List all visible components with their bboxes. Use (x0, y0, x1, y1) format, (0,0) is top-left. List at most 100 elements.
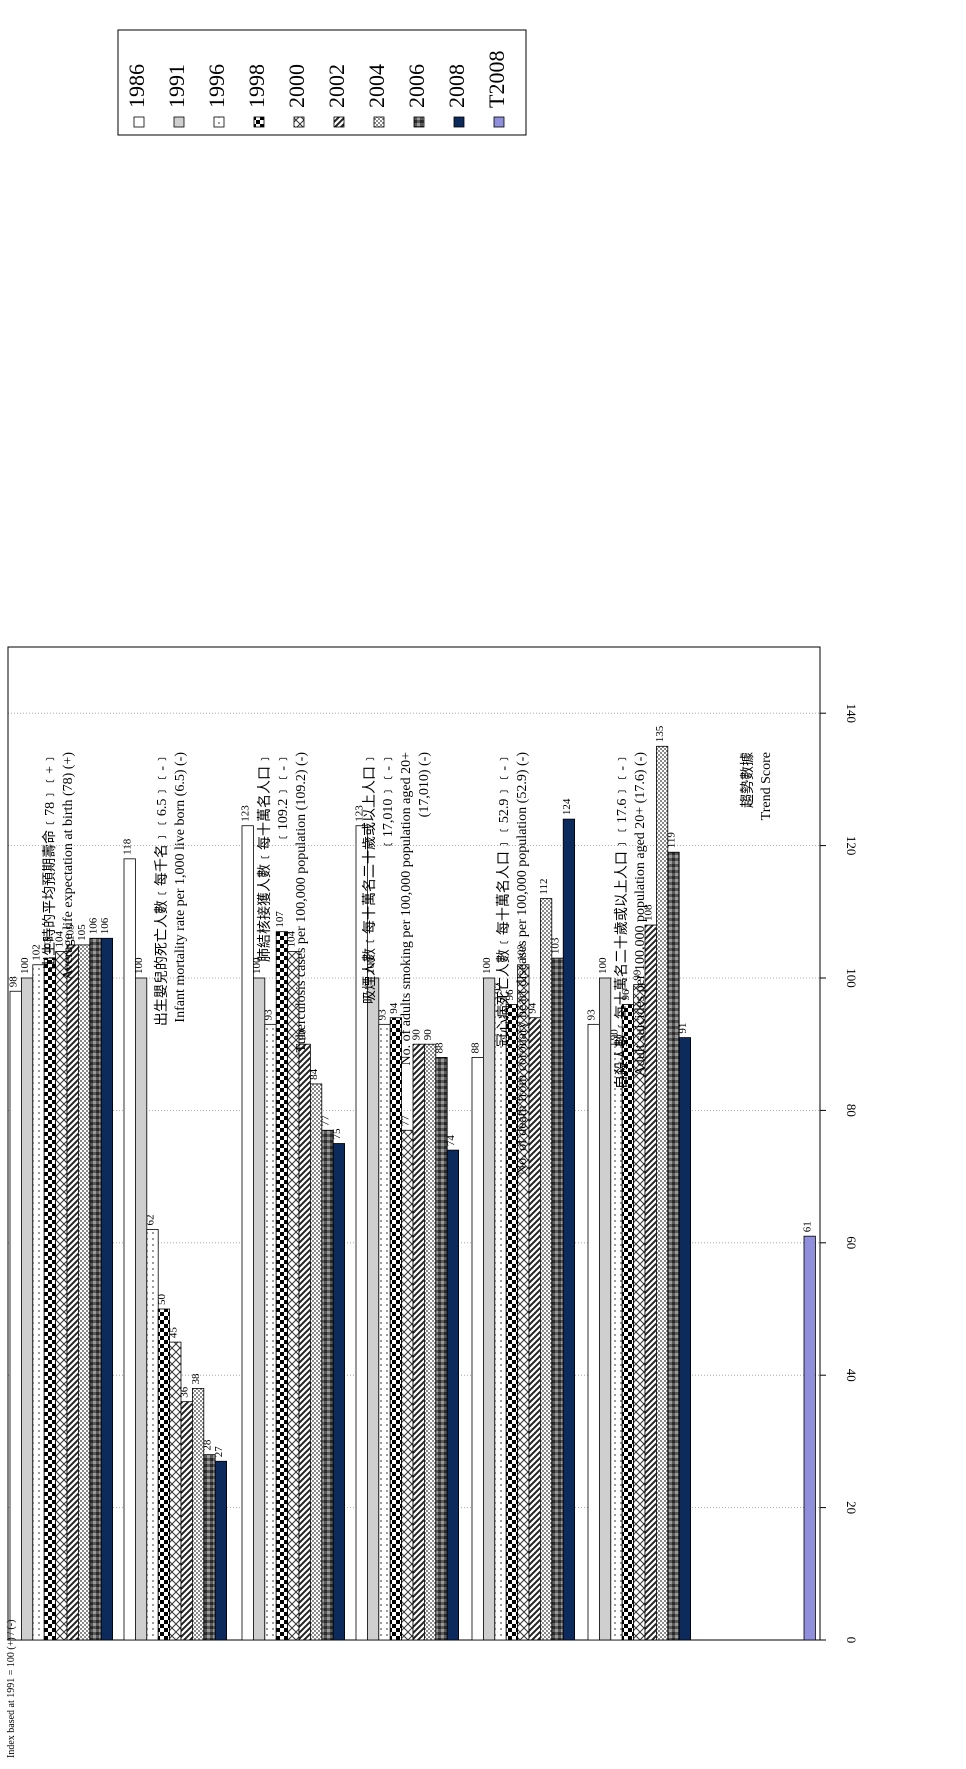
tick-label: 140 (844, 703, 859, 723)
bar (332, 1143, 346, 1641)
legend-swatch (133, 116, 145, 128)
bar (146, 1229, 159, 1641)
legend: 1986 1991 1996 1998 2000 2002 2004 2006 2008 T200… (117, 29, 527, 136)
bar (43, 957, 57, 1641)
data-label: 100 (251, 957, 263, 974)
data-label: 103 (550, 937, 562, 954)
legend-swatch (453, 116, 465, 128)
category-label: 趨勢數據 (740, 752, 756, 808)
data-label: 90 (422, 1029, 434, 1041)
legend-label: 1998 (244, 64, 269, 108)
bar (423, 1043, 437, 1641)
bar (180, 1401, 193, 1641)
bar (66, 944, 79, 1641)
bar (482, 977, 496, 1641)
bar (275, 931, 289, 1641)
data-label: 97 (493, 982, 505, 994)
data-label: 50 (156, 1294, 168, 1306)
bar (298, 1043, 311, 1641)
tick-label: 100 (844, 968, 859, 988)
tick-label: 0 (844, 1637, 859, 1644)
data-label: 135 (654, 725, 666, 742)
bar (123, 858, 136, 1641)
legend-label: 2004 (364, 64, 389, 108)
data-label: 100 (19, 957, 31, 974)
data-label: 100 (597, 957, 609, 974)
data-label: 28 (202, 1439, 214, 1451)
data-label: 104 (285, 931, 297, 948)
bar (378, 1023, 391, 1641)
data-label: 123 (240, 805, 252, 822)
tick-label: 20 (844, 1501, 859, 1514)
category-label: Trend Score (759, 752, 774, 820)
bar (203, 1454, 216, 1641)
bar (100, 937, 113, 1641)
data-label: 93 (263, 1009, 275, 1021)
data-label: 124 (561, 798, 573, 815)
category-labels: 出生時的平均預期壽命﹝78﹞﹝+﹞ Average life expectatio… (41, 752, 774, 1175)
bar (678, 1037, 692, 1641)
bar (214, 1460, 227, 1641)
data-label: 105 (76, 924, 88, 941)
category-label: ﹝17,010﹞﹝-﹞ (381, 752, 396, 851)
bar (412, 1043, 425, 1641)
data-label: 100 (133, 957, 145, 974)
data-label: 119 (666, 832, 678, 849)
category-label: 冠心病死亡人數﹝每十萬名人口﹞﹝52.9﹞﹝-﹞ (496, 752, 512, 1047)
data-label: 102 (515, 944, 527, 961)
bar (587, 1023, 600, 1641)
legend-swatch (253, 116, 265, 128)
bar (55, 951, 68, 1641)
data-label: 106 (88, 917, 100, 934)
data-label: 102 (31, 944, 43, 961)
data-label: 104 (53, 931, 65, 948)
data-label: 108 (643, 904, 655, 921)
category-label: 吸煙人數﹝每十萬名二十歲或以上人口﹞ (362, 752, 378, 1004)
data-label: 62 (145, 1215, 157, 1226)
bar (471, 1057, 484, 1641)
data-label: 38 (190, 1373, 202, 1385)
legend-label: 2002 (324, 64, 349, 108)
category-label: 出生嬰兒的死亡人數﹝每千名﹞﹝6.5﹞﹝-﹞ (154, 752, 170, 1026)
category-label: 出生時的平均預期壽命﹝78﹞﹝+﹞ (41, 752, 58, 970)
data-label: 123 (354, 805, 366, 822)
category-label: No. of death from coronary heart disease… (515, 752, 530, 1175)
bar (191, 1388, 205, 1641)
bar (157, 1308, 170, 1641)
tick-label: 80 (844, 1104, 859, 1117)
data-label: 75 (331, 1128, 343, 1140)
legend-label: 1986 (124, 64, 149, 108)
data-label: 45 (167, 1327, 179, 1339)
data-label: 27 (213, 1446, 225, 1458)
bar (134, 977, 148, 1641)
bar (494, 997, 507, 1641)
bar (389, 1017, 403, 1641)
data-label: 112 (538, 878, 550, 894)
bar (446, 1149, 460, 1641)
category-label: Tuberculosis cases per 100,000 populatio… (294, 752, 309, 1053)
data-label: 36 (179, 1386, 191, 1398)
data-label: 88 (434, 1042, 446, 1054)
data-label: 93 (586, 1009, 598, 1021)
data-label: 77 (320, 1115, 332, 1127)
category-label: (17,010) (-) (417, 752, 432, 818)
legend-label: 2006 (404, 64, 429, 108)
data-label: 77 (399, 1115, 411, 1127)
bar (621, 1004, 635, 1641)
bar (599, 977, 612, 1641)
data-label: 61 (802, 1221, 814, 1232)
legend-swatch (373, 116, 385, 128)
data-label: 93 (377, 1009, 389, 1021)
data-label: 84 (308, 1068, 320, 1080)
legend-label: 1996 (204, 64, 229, 108)
data-label: 103 (42, 937, 54, 954)
bar (241, 825, 254, 1641)
data-label: 91 (677, 1023, 689, 1034)
data-label: 98 (8, 976, 20, 988)
footnote-text: Index based at 1991 = 100 (+) / (-) (6, 1620, 17, 1758)
axis-layer: 0 20 40 60 80 100 120 140 (820, 703, 859, 1643)
data-label: 90 (609, 1029, 621, 1041)
legend-swatch (293, 116, 305, 128)
data-label: 118 (122, 838, 134, 855)
